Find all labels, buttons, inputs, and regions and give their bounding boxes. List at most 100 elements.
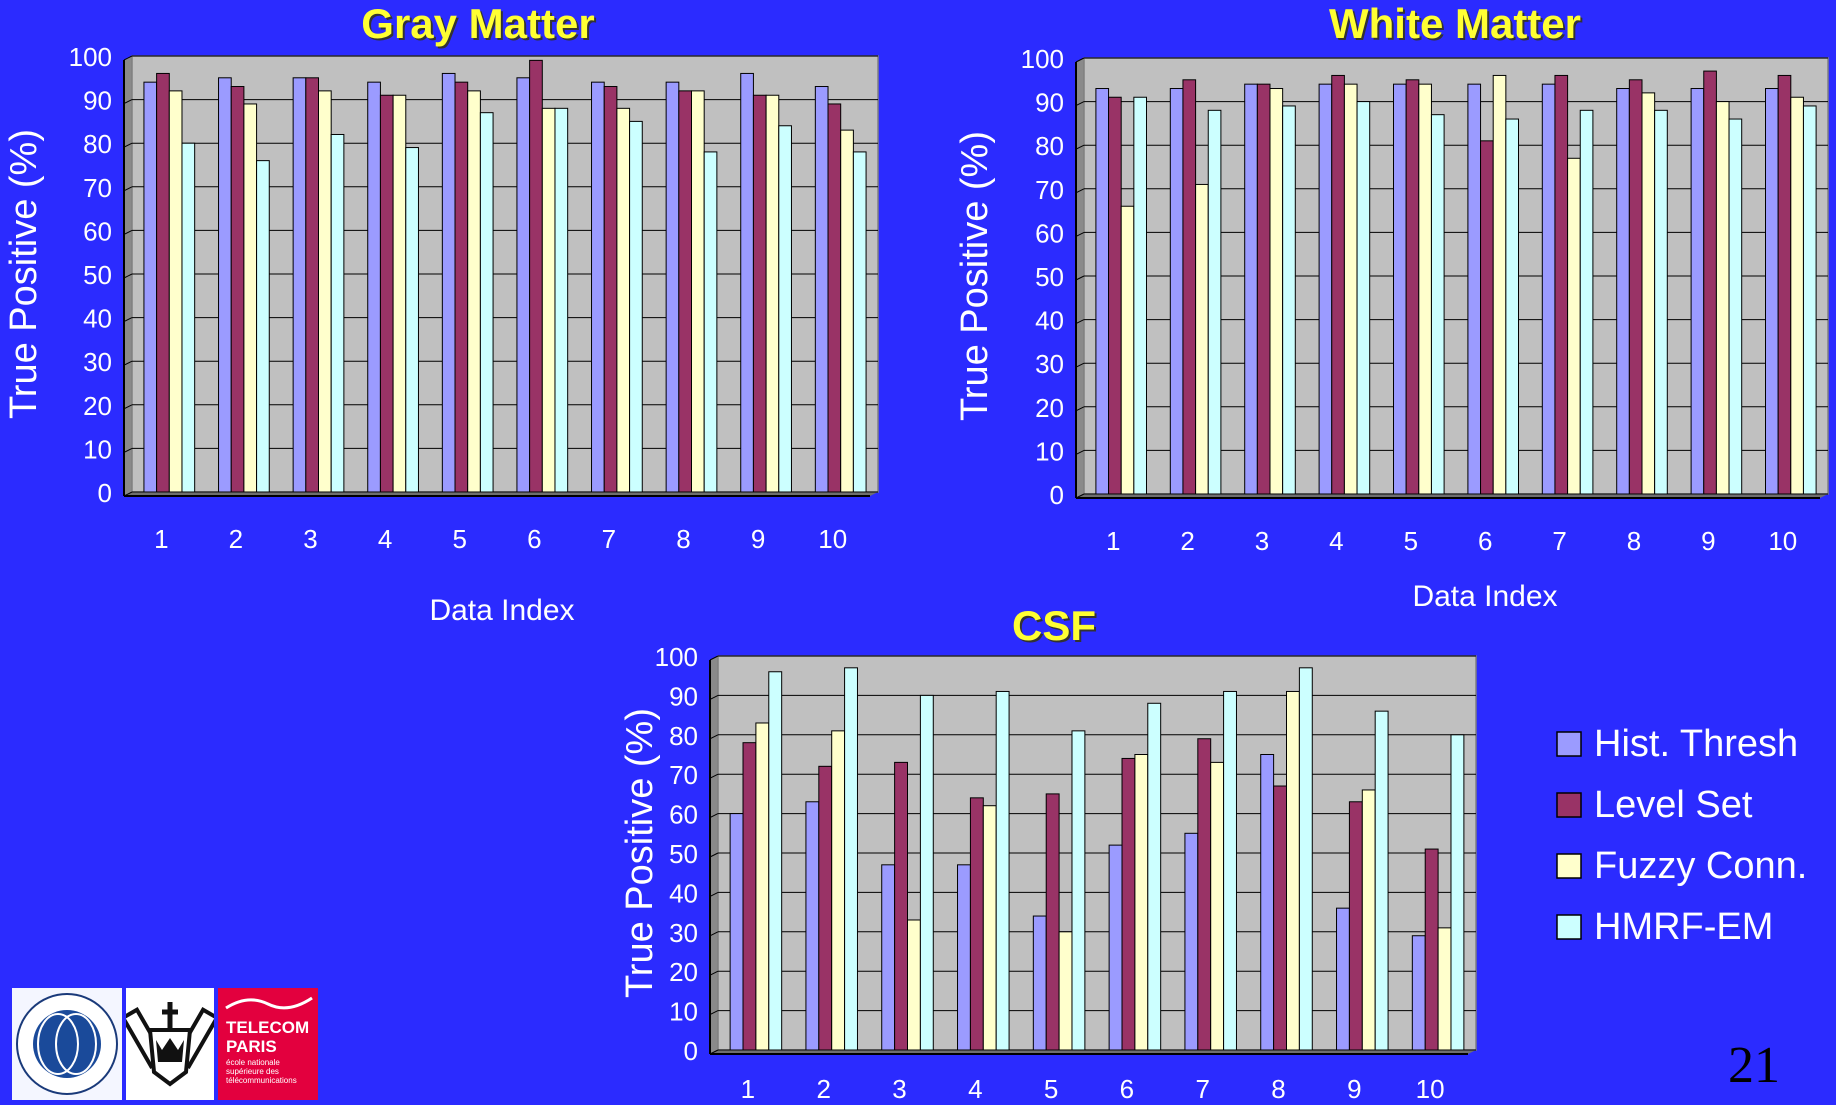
bar-fuzzy-conn-4 [982,805,997,1051]
legend-swatch [1556,853,1582,879]
bar-hist-thresh-9 [740,72,754,493]
bar-level-set-7 [1554,74,1569,495]
y-tick-label: 20 [669,957,698,987]
y-tick-label: 10 [83,434,112,464]
y-tick-label: 90 [1035,88,1064,118]
chart-2: 0 10 20 30 40 50 60 70 80 90 100 1 2 3 4 5 6 7 8 9 10 White M… [954,0,1829,613]
bar-level-set-3 [305,77,319,493]
bar-fuzzy-conn-6 [1492,74,1507,495]
paris-title-line: PARIS [226,1037,277,1056]
chart-title: CSF [1012,602,1096,649]
y-tick-label: 30 [669,918,698,948]
bar-hist-thresh-10 [1765,88,1779,495]
bar-hmrf-em-7 [629,120,643,493]
bar-hist-thresh-7 [591,81,605,493]
y-axis-label: True Positive (%) [954,131,996,421]
x-tick-label: 8 [676,524,690,554]
bar-hist-thresh-9 [1690,88,1705,495]
x-tick-label: 10 [818,524,847,554]
bar-level-set-8 [678,90,692,493]
bar-hist-thresh-1 [1095,88,1110,495]
gridline-depth [709,852,719,858]
bar-fuzzy-conn-5 [1058,931,1073,1051]
x-tick-label: 9 [751,524,765,554]
x-tick-label: 2 [1180,526,1194,556]
bar-hmrf-em-7 [1223,690,1237,1051]
bar-hmrf-em-5 [1430,114,1445,495]
x-tick-label: 3 [1255,526,1269,556]
bar-hmrf-em-4 [405,147,419,493]
bar-hmrf-em-4 [995,690,1010,1051]
bar-fuzzy-conn-5 [1418,83,1432,495]
chart-title: White Matter [1329,0,1581,47]
bar-hmrf-em-9 [1374,710,1389,1051]
y-tick-label: 20 [83,391,112,421]
bar-hmrf-em-5 [479,112,494,493]
wave-icon [225,996,313,1010]
y-tick-label: 90 [669,681,698,711]
bar-level-set-2 [1182,79,1197,495]
bar-hist-thresh-8 [1260,754,1275,1051]
gridline-depth [123,404,133,410]
bar-fuzzy-conn-3 [1269,88,1284,495]
x-tick-label: 8 [1627,526,1641,556]
y-axis-label: True Positive (%) [3,129,45,419]
bar-fuzzy-conn-9 [1715,101,1730,495]
bar-hist-thresh-10 [1411,935,1426,1051]
bar-fuzzy-conn-8 [1286,690,1300,1051]
bar-level-set-10 [1777,74,1792,495]
bar-hmrf-em-1 [181,142,196,493]
bar-fuzzy-conn-8 [691,90,705,493]
y-tick-label: 30 [83,347,112,377]
bar-hist-thresh-5 [441,72,456,493]
bar-level-set-10 [827,103,842,493]
bar-hmrf-em-3 [919,694,934,1051]
bar-hist-thresh-8 [665,81,680,493]
bar-hmrf-em-3 [1282,105,1296,495]
bar-fuzzy-conn-2 [831,730,846,1051]
gridline-depth [1075,57,1085,63]
gridline-depth [709,813,719,819]
bar-hmrf-em-2 [1207,109,1222,495]
gridline-depth [1075,144,1085,150]
x-tick-label: 4 [378,524,392,554]
legend-label: Hist. Thresh [1594,723,1798,765]
bar-hmrf-em-6 [1505,118,1519,495]
gridline-depth [123,273,133,279]
x-tick-label: 7 [602,524,616,554]
bar-hmrf-em-5 [1071,730,1086,1051]
chart-1: 0 10 20 30 40 50 60 70 80 90 100 1 2 3 4 5 6 7 8 9 10 Gray Ma… [3,0,879,627]
bar-hmrf-em-9 [778,125,792,493]
bar-level-set-2 [818,765,833,1051]
bar-level-set-5 [1045,793,1060,1051]
bar-level-set-5 [454,81,469,493]
bar-hist-thresh-9 [1336,907,1350,1051]
bar-fuzzy-conn-2 [1195,183,1209,495]
bar-hmrf-em-9 [1728,118,1743,495]
y-tick-label: 100 [69,42,112,72]
bar-fuzzy-conn-10 [1437,927,1452,1051]
x-axis-label: Data Index [1412,580,1557,613]
y-tick-label: 100 [1021,44,1064,74]
bar-fuzzy-conn-1 [1120,205,1135,495]
x-tick-label: 2 [816,1074,830,1101]
x-tick-label: 1 [1106,526,1120,556]
bar-fuzzy-conn-8 [1641,92,1656,495]
bar-level-set-6 [1480,140,1494,495]
bar-hist-thresh-4 [367,81,381,493]
bar-hmrf-em-10 [1802,105,1817,495]
gridline-depth [1075,362,1085,368]
bar-hist-thresh-2 [1169,88,1184,495]
legend-swatch [1556,731,1582,757]
legend-label: Level Set [1594,784,1753,826]
x-tick-label: 5 [452,524,466,554]
bar-level-set-6 [1121,757,1136,1051]
gridline-depth [709,931,719,937]
bar-hist-thresh-3 [1244,83,1258,495]
bar-hmrf-em-10 [1450,734,1465,1051]
bar-level-set-9 [1703,70,1717,495]
y-tick-label: 100 [655,642,698,672]
bar-hist-thresh-3 [881,864,896,1051]
gridline-depth [123,447,133,453]
